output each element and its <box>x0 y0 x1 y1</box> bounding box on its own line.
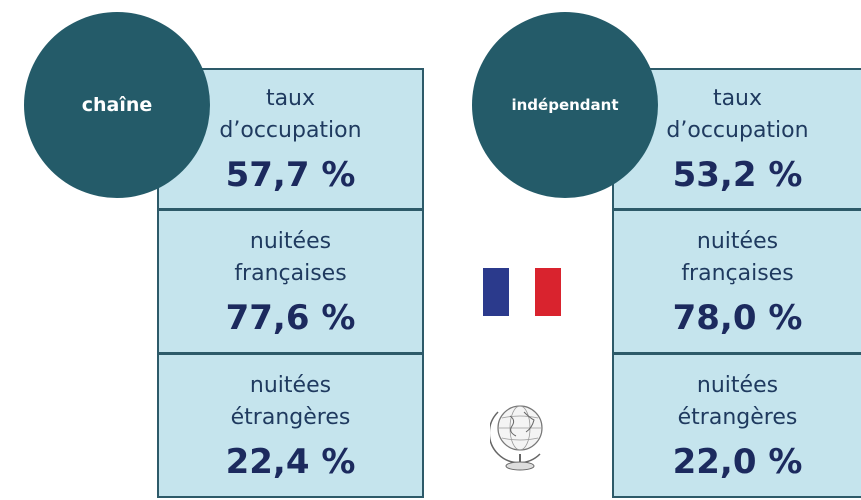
value: 22,0 % <box>672 441 803 482</box>
label: d’occupation <box>666 118 809 143</box>
value: 77,6 % <box>225 297 356 338</box>
stat-box: nuitées françaises 78,0 % <box>612 210 861 354</box>
label: nuitées <box>696 228 779 254</box>
stat-box: nuitées françaises 77,6 % <box>157 210 424 354</box>
circle-title: chaîne <box>24 12 210 198</box>
panel: taux d’occupation 57,7 % nuitées françaises… <box>157 68 424 498</box>
label: taux <box>265 86 316 111</box>
label: étrangères <box>677 404 798 430</box>
value: 22,4 % <box>225 441 356 482</box>
label: nuitées <box>696 372 779 398</box>
label: françaises <box>234 260 347 286</box>
flag-icon <box>483 268 561 316</box>
title: chaîne <box>81 94 153 116</box>
label: d’occupation <box>219 118 362 143</box>
label: étrangères <box>230 404 351 430</box>
title: indépendant <box>511 96 619 114</box>
label: françaises <box>681 260 794 286</box>
value: 78,0 % <box>672 297 803 338</box>
label: nuitées <box>249 228 332 254</box>
value: 57,7 % <box>225 155 356 195</box>
stat-box: taux d’occupation 57,7 % <box>157 68 424 210</box>
value: 53,2 % <box>672 155 803 195</box>
label: taux <box>712 86 763 111</box>
panel: taux d’occupation 53,2 % nuitées françaises… <box>612 68 861 498</box>
stat-box: nuitées étrangères 22,0 % <box>612 354 861 498</box>
stat-box: nuitées étrangères 22,4 % <box>157 354 424 498</box>
label: nuitées <box>249 372 332 398</box>
circle-title: indépendant <box>472 12 658 198</box>
globe-icon <box>490 405 543 471</box>
